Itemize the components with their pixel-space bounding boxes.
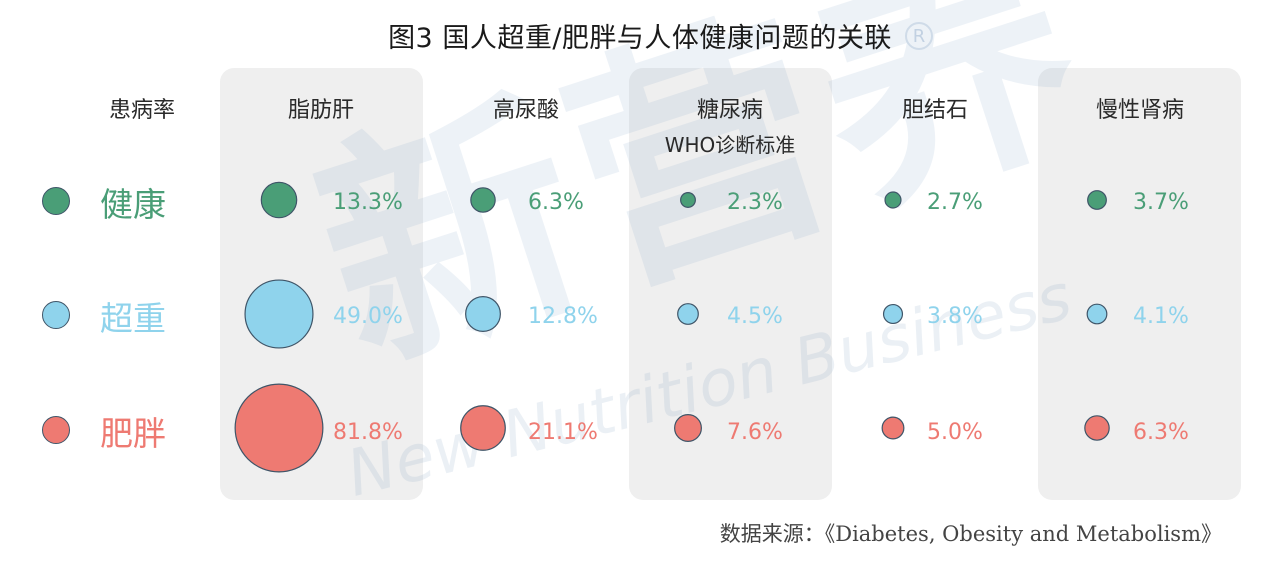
bubble-overweight-2 — [677, 303, 699, 325]
bubble-obese-3 — [881, 416, 905, 440]
col-head-fatty-liver: 脂肪肝 — [287, 98, 354, 123]
row-label-healthy: 健康 — [100, 185, 166, 224]
value-label: 12.8% — [528, 304, 598, 329]
bubble-obese-0 — [234, 383, 324, 473]
value-label: 49.0% — [333, 304, 403, 329]
value-label: 6.3% — [528, 190, 584, 215]
bubble-overweight-4 — [1086, 303, 1108, 325]
bubble-overweight-3 — [882, 303, 904, 325]
bubble-obese-2 — [674, 414, 702, 442]
value-label: 2.3% — [727, 190, 783, 215]
panel-diabetes — [629, 68, 832, 500]
bubble-overweight-1 — [465, 296, 501, 332]
bubble-overweight-0 — [244, 279, 314, 349]
value-label: 4.5% — [727, 304, 783, 329]
bubble-healthy-4 — [1087, 190, 1107, 210]
value-label: 81.8% — [333, 420, 403, 445]
panel-ckd — [1038, 68, 1241, 500]
legend-dot-healthy — [42, 187, 70, 215]
bubble-healthy-2 — [680, 192, 696, 208]
col-head-ckd: 慢性肾病 — [1095, 98, 1184, 123]
bubble-obese-4 — [1084, 415, 1110, 441]
value-label: 3.8% — [927, 304, 983, 329]
bubble-healthy-3 — [884, 191, 902, 209]
row-header: 患病率 — [108, 98, 175, 123]
bubble-healthy-0 — [260, 181, 298, 219]
value-label: 13.3% — [333, 190, 403, 215]
chart-title: 图3 国人超重/肥胖与人体健康问题的关联 — [388, 23, 892, 54]
row-label-obese: 肥胖 — [100, 414, 166, 453]
value-label: 3.7% — [1133, 190, 1189, 215]
value-label: 21.1% — [528, 420, 598, 445]
col-head-gallstones: 胆结石 — [901, 98, 968, 123]
bubble-healthy-1 — [470, 187, 496, 213]
col-head-hyperuricemia: 高尿酸 — [492, 98, 559, 123]
value-label: 7.6% — [727, 420, 783, 445]
value-label: 6.3% — [1133, 420, 1189, 445]
col-head-diabetes: 糖尿病 — [696, 98, 763, 123]
row-label-overweight: 超重 — [100, 299, 166, 338]
col-sub-diabetes: WHO诊断标准 — [664, 133, 796, 157]
source-note: 数据来源：《Diabetes, Obesity and Metabolism》 — [719, 522, 1222, 546]
bubble-obese-1 — [460, 405, 506, 451]
value-label: 2.7% — [927, 190, 983, 215]
legend-dot-obese — [42, 416, 70, 444]
value-label: 4.1% — [1133, 304, 1189, 329]
legend-dot-overweight — [42, 301, 70, 329]
value-label: 5.0% — [927, 420, 983, 445]
